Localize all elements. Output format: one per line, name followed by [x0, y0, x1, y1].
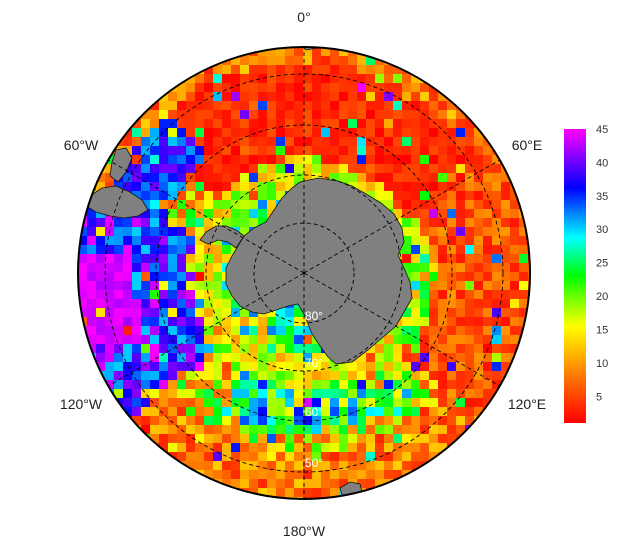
- lon-label-180w: 180°W: [283, 523, 326, 539]
- colorbar-tick-label: 35: [596, 191, 608, 203]
- longitude-line: [108, 159, 305, 274]
- colorbar-tick-label: 40: [596, 157, 608, 169]
- colorbar-ticks: 5 10 15 20 25 30 35 40 45: [596, 124, 608, 403]
- lat-label-70: 70°: [305, 356, 323, 370]
- graticule: [104, 47, 504, 499]
- colorbar-tick-label: 45: [596, 124, 608, 136]
- south-america-tip: [85, 185, 149, 219]
- latitude-circle: [104, 73, 504, 473]
- colorbar-tick-label: 25: [596, 258, 608, 270]
- colorbar-tick-label: 5: [596, 391, 602, 403]
- colorbar: 5 10 15 20 25 30 35 40 45: [564, 124, 608, 423]
- lon-label-120e: 120°E: [508, 396, 546, 412]
- colorbar-tick-label: 15: [596, 324, 608, 336]
- colorbar-tick-label: 10: [596, 358, 608, 370]
- colorbar-gradient: [564, 129, 586, 423]
- longitude-line: [108, 272, 305, 387]
- longitude-line: [303, 272, 500, 387]
- colorbar-tick-label: 20: [596, 291, 608, 303]
- longitude-labels: 0° 60°E 120°E 180°W 120°W 60°W: [60, 9, 546, 539]
- lat-label-60: 60°: [305, 405, 323, 419]
- south-america-coast: [109, 147, 133, 183]
- lon-label-120w: 120°W: [60, 396, 103, 412]
- longitude-line: [303, 159, 500, 274]
- land: [85, 47, 413, 497]
- latitude-circle: [205, 174, 403, 372]
- lat-label-50: 50°: [305, 456, 323, 470]
- lon-label-60e: 60°E: [512, 137, 543, 153]
- lon-label-0: 0°: [297, 9, 310, 25]
- latitude-labels: 80° 70° 60° 50°: [305, 309, 323, 470]
- lon-label-60w: 60°W: [64, 137, 99, 153]
- colorbar-tick-label: 30: [596, 224, 608, 236]
- map-boundary: [77, 46, 531, 500]
- lat-label-80: 80°: [305, 309, 323, 323]
